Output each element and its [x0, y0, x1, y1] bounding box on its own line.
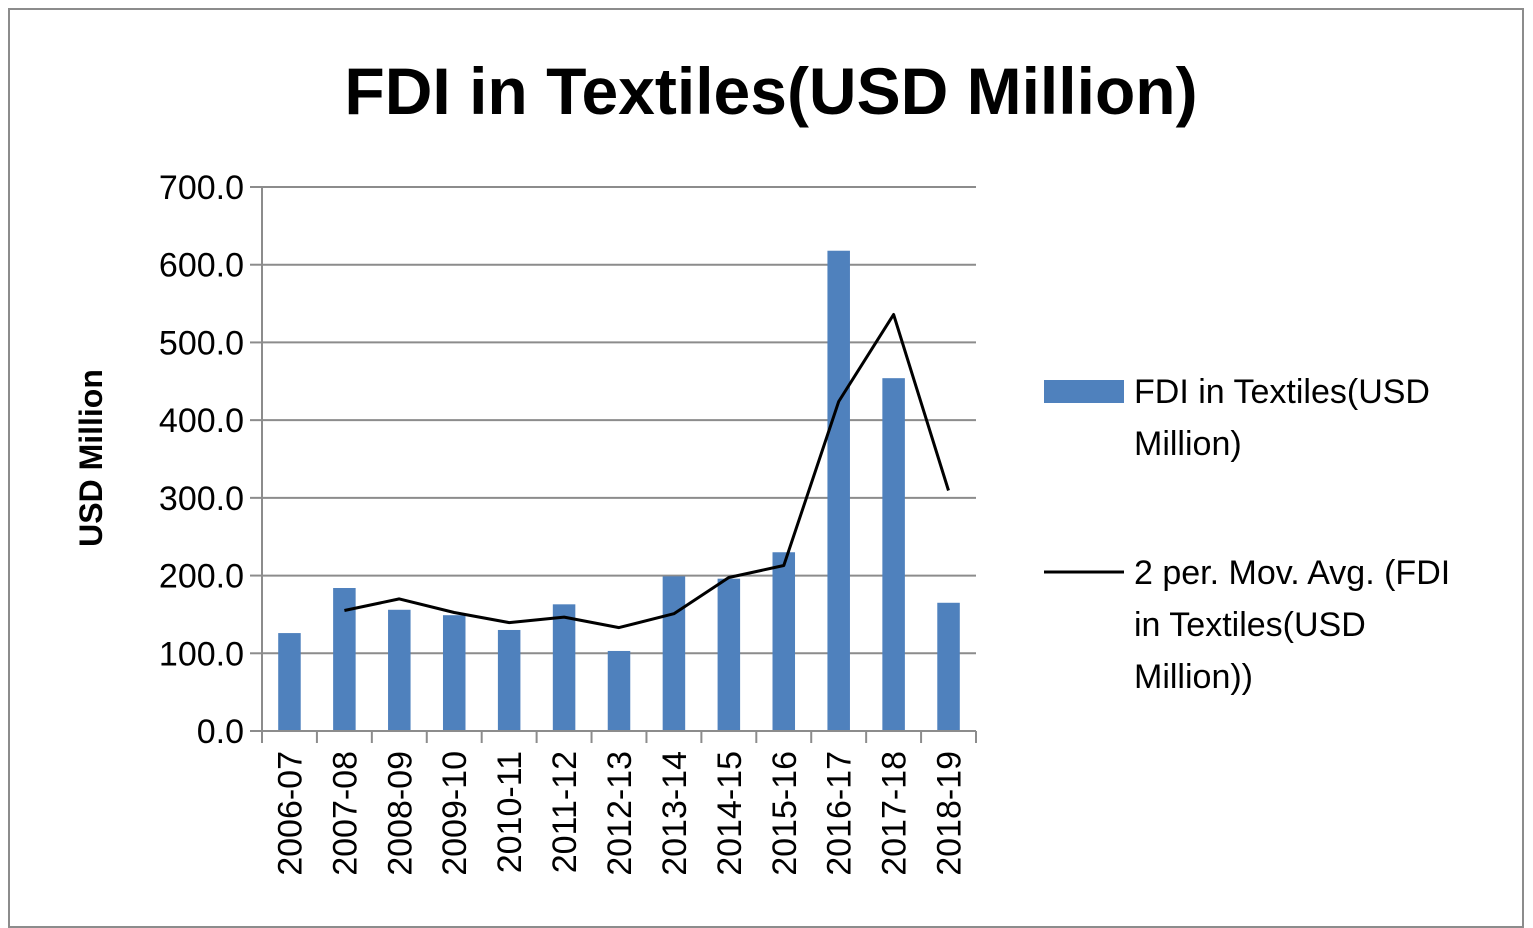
x-tick-label: 2006-07	[271, 751, 309, 876]
gridlines	[250, 186, 976, 732]
bar	[772, 552, 796, 731]
x-tick-label: 2015-16	[766, 751, 804, 876]
x-tick-label: 2012-13	[601, 751, 639, 876]
legend-bar-swatch	[1044, 380, 1124, 403]
y-axis-label: USD Million	[73, 369, 109, 547]
y-tick-label: 700.0	[159, 169, 244, 207]
bar-series	[278, 250, 960, 731]
x-tick-label: 2009-10	[436, 751, 474, 876]
legend-line-label-line-2: in Textiles(USD	[1134, 606, 1366, 644]
moving-average-series	[344, 313, 950, 630]
x-tick-label: 2014-15	[711, 751, 749, 876]
bar	[937, 602, 960, 731]
bar	[442, 615, 466, 731]
legend-bar-label-line-2: Million)	[1134, 425, 1242, 463]
x-tick-label: 2017-18	[876, 751, 914, 876]
y-tick-label: 200.0	[159, 558, 244, 596]
legend: FDI in Textiles(USD Million) 2 per. Mov.…	[1044, 373, 1450, 696]
bar	[497, 629, 521, 731]
legend-line-label-line-1: 2 per. Mov. Avg. (FDI	[1134, 554, 1450, 592]
y-tick-label: 400.0	[159, 402, 244, 440]
bar	[882, 378, 905, 731]
y-tick-label: 100.0	[159, 635, 244, 673]
moving-average-line	[344, 313, 950, 630]
x-tick-label: 2010-11	[491, 751, 529, 873]
x-tick-label: 2007-08	[326, 751, 364, 876]
bar	[333, 588, 356, 731]
x-tick-label: 2016-17	[821, 751, 859, 876]
x-tick-label: 2013-14	[656, 751, 694, 876]
bar	[388, 609, 411, 731]
axes	[261, 187, 977, 743]
bar	[662, 576, 686, 731]
legend-line-label-line-3: Million))	[1134, 658, 1253, 696]
x-tick-label: 2011-12	[546, 751, 584, 873]
x-tick-label: 2008-09	[381, 751, 419, 876]
chart-frame	[8, 8, 1524, 928]
x-tick-labels: 2006-07 2007-08 2008-09 2009-10 2010-11 2011-…	[271, 751, 968, 876]
chart-title: FDI in Textiles(USD Million)	[344, 54, 1197, 128]
bar	[607, 650, 631, 731]
y-tick-label: 300.0	[159, 480, 244, 518]
y-tick-label: 600.0	[159, 247, 244, 285]
y-tick-labels: 0.0 100.0 200.0 300.0 400.0 500.0 600.0 700.0	[159, 169, 244, 751]
legend-bar-label-line-1: FDI in Textiles(USD	[1134, 373, 1430, 411]
bar	[717, 578, 741, 731]
y-tick-label: 0.0	[197, 713, 244, 751]
x-tick-label: 2018-19	[931, 751, 969, 876]
bar	[552, 604, 576, 731]
bar	[278, 633, 301, 731]
y-tick-label: 500.0	[159, 324, 244, 362]
bar	[827, 250, 850, 731]
